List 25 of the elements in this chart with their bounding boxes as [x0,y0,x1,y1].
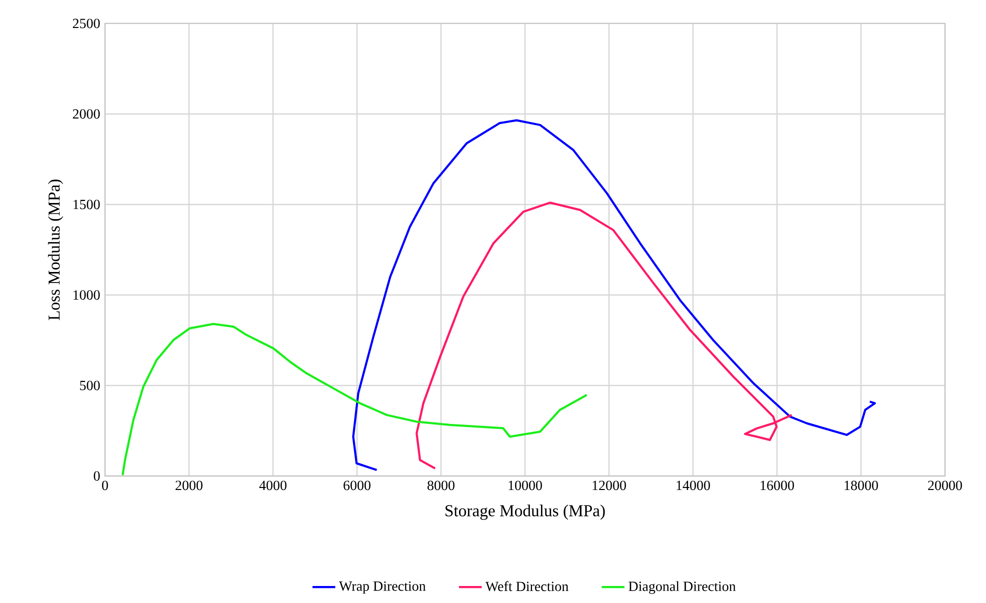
line-series [352,119,876,472]
y-axis-title: Loss Modulus (MPa) [48,180,64,320]
y-tick-label: 2500 [72,18,100,28]
legend-label: Weft Direction [485,581,568,592]
legend-label: Diagonal Direction [628,581,736,594]
y-tick-label: 1000 [74,290,100,300]
x-tick-label: 10000 [508,480,542,490]
x-tick-label: 16000 [760,480,794,490]
x-tick-label: 2000 [176,480,202,490]
x-tick-label: 0 [102,480,108,490]
x-axis-title: Storage Modulus (MPa) [446,504,605,520]
y-tick-label: 1500 [74,200,100,210]
x-tick-label: 12000 [592,480,626,490]
y-tick-label: 0 [94,471,100,481]
x-tick-label: 8000 [428,480,454,490]
x-tick-label: 20000 [928,480,962,490]
x-tick-label: 4000 [259,480,286,490]
x-tick-label: 18000 [844,480,878,490]
x-tick-label: 6000 [344,480,370,490]
x-tick-label: 14000 [676,480,710,490]
legend-label: Wrap Direction [339,581,426,594]
line-series [122,322,588,476]
y-tick-label: 2000 [72,109,100,119]
y-tick-label: 500 [80,380,100,390]
line-series [416,202,793,470]
